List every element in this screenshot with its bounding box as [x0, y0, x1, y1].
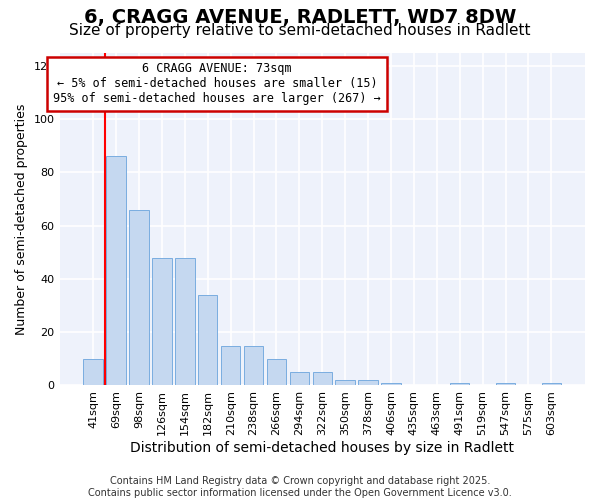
Bar — [496, 383, 515, 386]
Bar — [129, 210, 149, 386]
Bar — [267, 359, 286, 386]
Bar — [335, 380, 355, 386]
Bar — [83, 359, 103, 386]
Text: Contains HM Land Registry data © Crown copyright and database right 2025.
Contai: Contains HM Land Registry data © Crown c… — [88, 476, 512, 498]
Bar — [381, 383, 401, 386]
Bar — [290, 372, 309, 386]
Bar — [450, 383, 469, 386]
Bar — [152, 258, 172, 386]
Text: Size of property relative to semi-detached houses in Radlett: Size of property relative to semi-detach… — [69, 22, 531, 38]
Bar — [358, 380, 378, 386]
Bar — [198, 295, 217, 386]
Text: 6, CRAGG AVENUE, RADLETT, WD7 8DW: 6, CRAGG AVENUE, RADLETT, WD7 8DW — [84, 8, 516, 26]
Bar — [244, 346, 263, 386]
Bar — [542, 383, 561, 386]
Text: 6 CRAGG AVENUE: 73sqm
← 5% of semi-detached houses are smaller (15)
95% of semi-: 6 CRAGG AVENUE: 73sqm ← 5% of semi-detac… — [53, 62, 381, 106]
X-axis label: Distribution of semi-detached houses by size in Radlett: Distribution of semi-detached houses by … — [130, 441, 514, 455]
Bar — [106, 156, 126, 386]
Bar — [313, 372, 332, 386]
Bar — [175, 258, 194, 386]
Y-axis label: Number of semi-detached properties: Number of semi-detached properties — [15, 104, 28, 334]
Bar — [221, 346, 241, 386]
